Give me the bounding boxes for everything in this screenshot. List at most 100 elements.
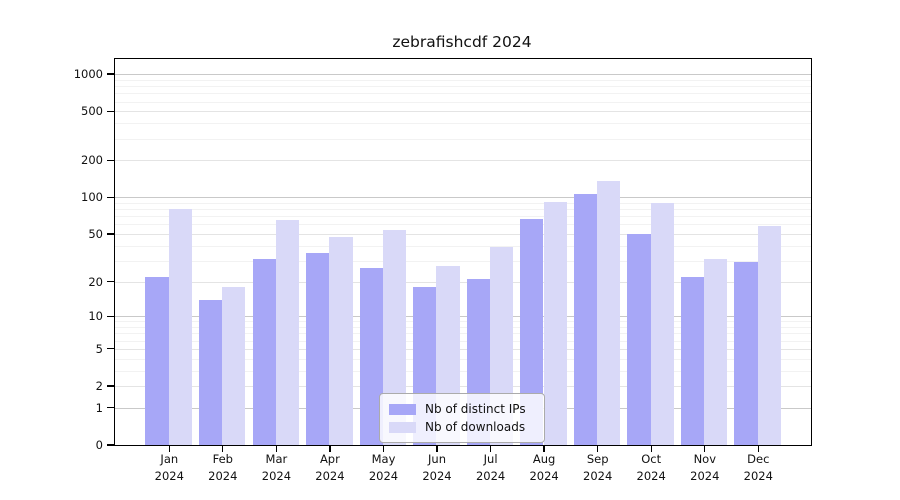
y-tick-mark-0: [107, 444, 114, 446]
x-tick-label-mar: Mar 2024: [261, 452, 292, 483]
y-tick-label-5: 5: [95, 341, 103, 356]
legend-row-downloads: Nb of downloads: [389, 418, 535, 436]
gridline-800: [115, 86, 811, 88]
bar-downloads-mar: [275, 220, 300, 445]
y-tick-mark-50: [107, 233, 114, 235]
legend-swatch-distinct-ips: [389, 403, 416, 415]
x-tick-mark-oct: [650, 446, 652, 452]
gridline-10: [115, 316, 811, 318]
y-tick-label-1000: 1000: [73, 67, 103, 82]
y-tick-label-100: 100: [81, 190, 103, 205]
gridline-7: [115, 333, 811, 335]
gridline-600: [115, 101, 811, 103]
y-tick-label-200: 200: [81, 153, 103, 168]
gridline-700: [115, 93, 811, 95]
y-tick-label-500: 500: [81, 104, 103, 119]
bar-distinct-ips-may: [359, 268, 383, 445]
gridline-100: [115, 197, 811, 199]
x-tick-label-dec: Dec 2024: [743, 452, 773, 483]
bar-downloads-aug: [543, 201, 567, 445]
gridline-40: [115, 245, 811, 247]
bar-distinct-ips-jan: [145, 276, 169, 445]
y-tick-label-20: 20: [88, 274, 103, 289]
bar-distinct-ips-oct: [627, 233, 651, 445]
legend-row-distinct-ips: Nb of distinct IPs: [389, 400, 535, 418]
bar-distinct-ips-aug: [520, 219, 544, 445]
x-tick-label-sep: Sep 2024: [583, 452, 613, 483]
legend-label-distinct-ips: Nb of distinct IPs: [425, 402, 526, 416]
bar-distinct-ips-mar: [252, 259, 276, 445]
gridline-300: [115, 138, 811, 140]
chart-title: zebrafishcdf 2024: [392, 33, 532, 51]
x-tick-label-jul: Jul 2024: [475, 452, 506, 483]
x-tick-mark-nov: [704, 446, 706, 452]
gridline-9: [115, 321, 811, 323]
x-tick-mark-sep: [597, 446, 599, 452]
x-tick-mark-may: [382, 446, 385, 452]
y-tick-label-10: 10: [88, 309, 103, 324]
x-tick-mark-dec: [757, 446, 759, 452]
y-tick-mark-20: [107, 280, 114, 283]
y-tick-mark-100: [107, 196, 114, 198]
x-tick-label-jun: Jun 2024: [422, 452, 452, 483]
legend-label-downloads: Nb of downloads: [425, 420, 526, 434]
bar-downloads-oct: [650, 202, 674, 445]
gridline-2: [115, 386, 811, 387]
bar-downloads-dec: [757, 226, 781, 445]
bar-downloads-nov: [704, 259, 728, 445]
y-tick-label-1: 1: [95, 400, 103, 415]
gridline-6: [115, 340, 811, 342]
x-tick-mark-feb: [222, 446, 224, 452]
gridline-200: [115, 160, 811, 162]
bar-downloads-may: [382, 229, 407, 445]
bar-distinct-ips-nov: [680, 276, 705, 445]
gridline-8: [115, 327, 811, 329]
y-tick-mark-1: [107, 407, 114, 409]
gridline-3: [115, 370, 811, 372]
gridline-400: [115, 123, 811, 125]
gridline-90: [115, 202, 811, 204]
bar-downloads-sep: [597, 180, 621, 445]
x-tick-label-nov: Nov 2024: [690, 452, 720, 483]
gridline-50: [115, 233, 811, 235]
gridline-70: [115, 216, 811, 218]
gridline-900: [115, 79, 811, 81]
plot-area: Nb of distinct IPs Nb of downloads: [114, 58, 812, 446]
x-tick-label-aug: Aug 2024: [529, 452, 559, 483]
x-tick-label-jan: Jan 2024: [154, 452, 184, 483]
gridline-1000: [115, 74, 811, 76]
x-tick-mark-aug: [543, 446, 545, 452]
y-tick-label-2: 2: [95, 379, 103, 393]
legend: Nb of distinct IPs Nb of downloads: [379, 393, 545, 443]
gridline-30: [115, 260, 811, 262]
gridline-5: [115, 348, 811, 350]
gridline-80: [115, 209, 811, 211]
bar-downloads-apr: [329, 237, 353, 445]
x-tick-label-apr: Apr 2024: [315, 452, 345, 483]
x-tick-mark-jan: [168, 446, 170, 452]
bar-distinct-ips-apr: [306, 252, 330, 445]
x-tick-label-feb: Feb 2024: [208, 452, 238, 483]
x-tick-mark-mar: [275, 446, 278, 452]
y-tick-mark-200: [107, 159, 114, 161]
bar-downloads-feb: [222, 286, 246, 445]
bar-distinct-ips-feb: [198, 299, 223, 445]
y-tick-mark-10: [107, 315, 114, 317]
x-tick-mark-jul: [489, 446, 492, 452]
legend-swatch-downloads: [389, 421, 416, 433]
bar-distinct-ips-sep: [573, 193, 598, 445]
bar-distinct-ips-dec: [734, 262, 758, 445]
bar-downloads-jan: [168, 209, 192, 445]
y-tick-label-0: 0: [95, 438, 103, 452]
gridline-4: [115, 358, 811, 360]
y-tick-mark-5: [107, 348, 114, 350]
gridline-500: [115, 111, 811, 113]
x-tick-mark-jun: [436, 446, 438, 452]
y-tick-mark-500: [107, 110, 114, 112]
x-tick-label-may: May 2024: [368, 452, 399, 483]
y-tick-mark-2: [107, 385, 114, 387]
y-tick-label-50: 50: [88, 226, 103, 241]
gridline-20: [115, 281, 811, 283]
x-tick-label-oct: Oct 2024: [636, 452, 666, 483]
